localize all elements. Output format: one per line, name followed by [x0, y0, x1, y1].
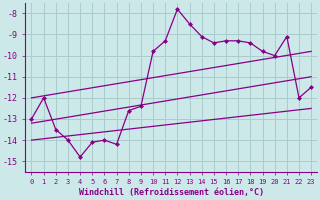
X-axis label: Windchill (Refroidissement éolien,°C): Windchill (Refroidissement éolien,°C) — [79, 188, 264, 197]
